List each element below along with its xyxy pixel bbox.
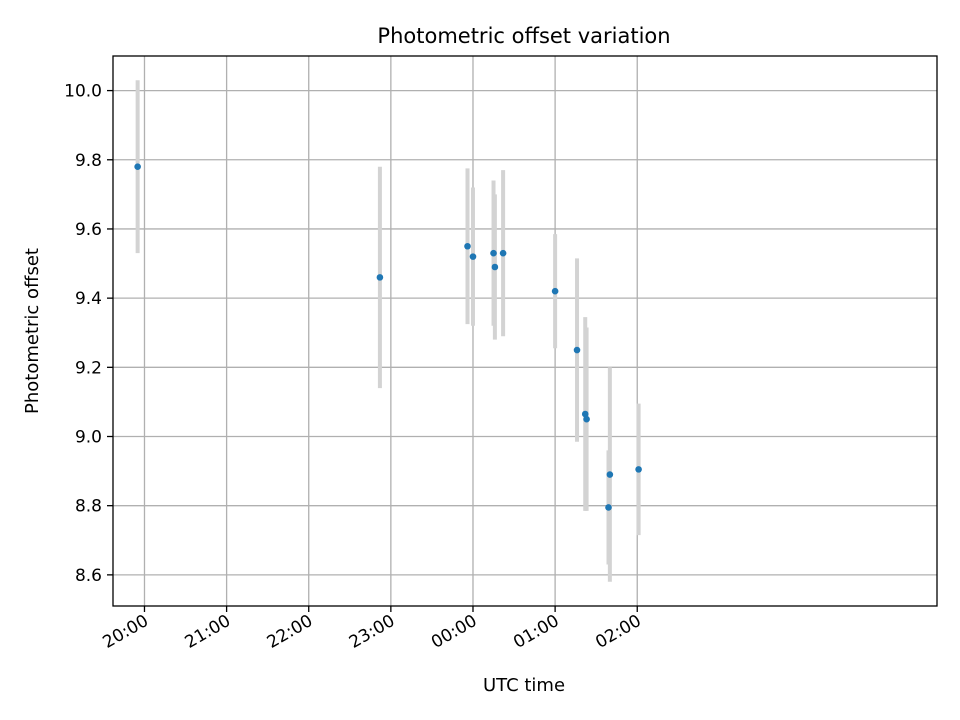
y-tick-label: 9.4 [75,289,102,309]
plot-frame [112,55,938,607]
data-point [581,410,589,418]
data-point [635,466,642,473]
data-point [490,249,497,257]
y-axis-ticks: 8.6 8.8 9.0 9.2 9.4 9.6 9.8 10.0 [64,82,113,586]
data-point [573,346,581,354]
grid [113,56,937,606]
data-point [464,242,471,250]
data-point [499,249,507,257]
data-point [605,504,612,511]
chart-title: Photometric offset variation [377,24,670,48]
y-tick-label: 9.2 [75,358,102,378]
y-tick-label: 10.0 [64,82,102,102]
data-point [583,415,590,423]
y-tick-label: 9.0 [75,428,102,448]
y-tick-label: 8.8 [75,497,102,517]
data-point [551,287,559,295]
data-point [491,263,499,271]
x-axis-label: UTC time [483,675,565,696]
data-point [134,163,141,170]
data-point [469,253,477,260]
y-tick-label: 9.6 [75,220,102,240]
y-tick-label: 9.8 [75,151,102,171]
y-tick-label: 8.6 [75,566,102,586]
data-point [376,274,384,281]
data-point [606,471,614,478]
data-points [134,163,642,511]
y-axis-label: Photometric offset [22,248,43,414]
